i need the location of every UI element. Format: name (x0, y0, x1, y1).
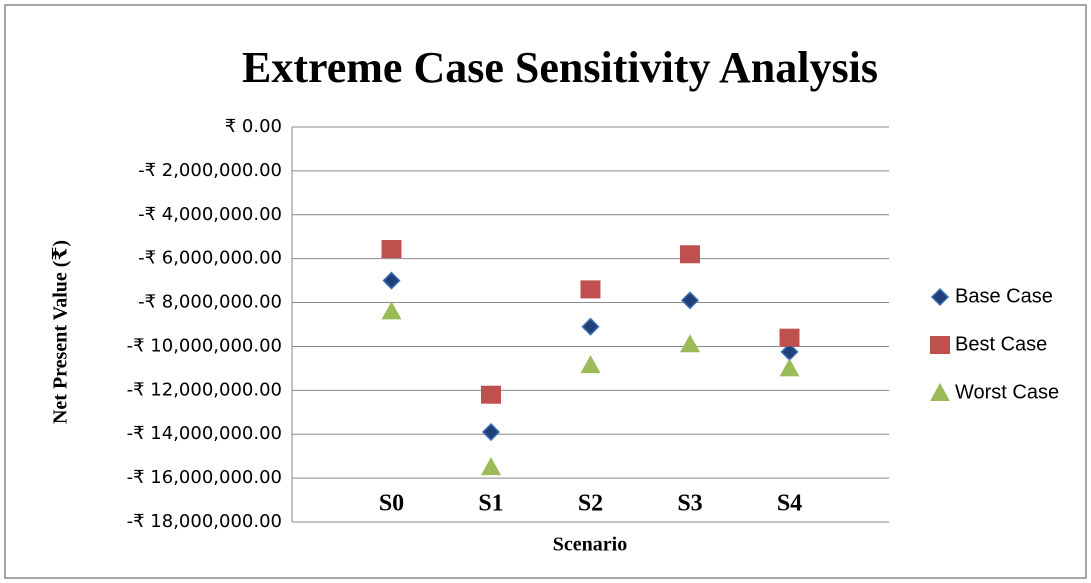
y-tick-label: -₹ 8,000,000.00 (138, 292, 282, 313)
x-tick-label: S1 (478, 491, 503, 517)
y-tick-label: -₹ 6,000,000.00 (138, 248, 282, 269)
marker (680, 334, 700, 353)
y-tick-label: -₹ 2,000,000.00 (138, 160, 282, 181)
y-tick-label: -₹ 18,000,000.00 (127, 511, 282, 532)
x-tick-label: S2 (578, 491, 603, 517)
legend-label: Best Case (955, 333, 1047, 355)
legend-marker (930, 287, 950, 307)
legend-label: Worst Case (955, 381, 1059, 403)
legend-label: Base Case (955, 285, 1053, 307)
marker (381, 240, 402, 259)
marker (580, 280, 601, 299)
x-axis-title: Scenario (553, 534, 627, 556)
chart-border (4, 4, 1087, 579)
y-tick-label: -₹ 14,000,000.00 (127, 423, 282, 444)
marker (481, 457, 501, 476)
marker (779, 358, 800, 377)
marker (680, 245, 700, 264)
marker (481, 385, 501, 404)
chart-title: Extreme Case Sensitivity Analysis (242, 43, 878, 92)
marker (580, 355, 601, 374)
y-tick-label: -₹ 16,000,000.00 (127, 467, 282, 488)
y-tick-label: ₹ 0.00 (225, 116, 282, 137)
y-tick-label: -₹ 12,000,000.00 (127, 379, 282, 400)
x-tick-label: S4 (777, 491, 802, 517)
x-tick-label: S0 (379, 491, 404, 517)
legend-marker (930, 336, 950, 354)
y-tick-label: -₹ 4,000,000.00 (138, 204, 282, 225)
x-tick-label: S3 (677, 491, 702, 517)
marker (481, 422, 501, 442)
marker (680, 291, 700, 310)
y-axis-title: Net Present Value (₹) (50, 240, 72, 424)
legend-marker (930, 383, 950, 401)
marker (581, 317, 600, 336)
y-tick-label: -₹ 10,000,000.00 (127, 335, 282, 356)
marker (382, 271, 401, 290)
marker (381, 301, 402, 320)
marker (779, 328, 800, 347)
